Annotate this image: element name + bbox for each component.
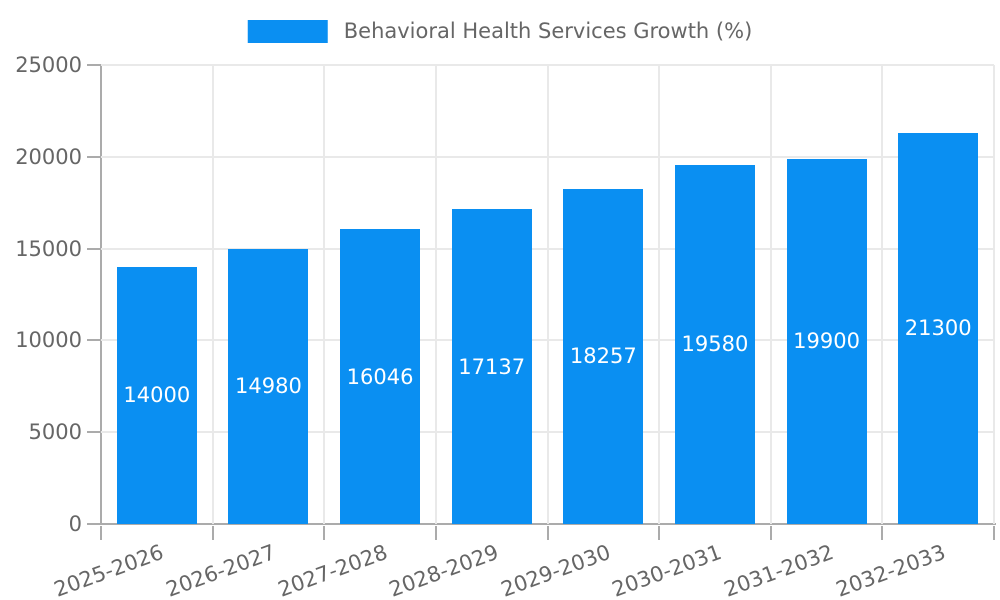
legend-swatch bbox=[247, 19, 328, 43]
y-axis-tick-label: 25000 bbox=[15, 53, 82, 77]
gridline-vertical bbox=[323, 65, 326, 524]
bar-value-label: 19580 bbox=[681, 332, 749, 357]
bar-value-label: 16046 bbox=[346, 364, 414, 389]
y-axis-tick-label: 5000 bbox=[28, 420, 82, 445]
bar[interactable]: 19900 bbox=[786, 158, 867, 524]
gridline-vertical bbox=[434, 65, 437, 524]
legend-label: Behavioral Health Services Growth (%) bbox=[343, 19, 753, 43]
bar[interactable]: 14980 bbox=[228, 248, 309, 524]
gridline-vertical bbox=[546, 65, 549, 524]
x-axis-tick bbox=[100, 526, 102, 540]
x-axis-tick bbox=[658, 526, 661, 540]
x-axis-category-label: 2025-2026 bbox=[51, 540, 168, 600]
bar-value-label: 14980 bbox=[235, 374, 302, 399]
bar-value-label: 21300 bbox=[904, 316, 972, 341]
x-axis-category-label: 2027-2028 bbox=[274, 540, 391, 600]
plot-area: 14000 14980 16046 17137 18257 19580 19900 21300 bbox=[87, 64, 995, 540]
y-axis-tick-label: 20000 bbox=[15, 144, 82, 169]
bar[interactable]: 16046 bbox=[340, 229, 421, 524]
gridline-vertical bbox=[993, 65, 995, 524]
gridline-vertical bbox=[769, 65, 772, 524]
legend-item[interactable]: Behavioral Health Services Growth (%) bbox=[247, 19, 753, 43]
bar-value-label: 18257 bbox=[569, 344, 637, 369]
y-axis-tick bbox=[87, 247, 101, 250]
x-axis-tick bbox=[323, 526, 326, 540]
x-axis-tick bbox=[434, 526, 437, 540]
bar-value-label: 14000 bbox=[123, 383, 191, 408]
x-axis-tick bbox=[993, 526, 995, 540]
x-axis-category-label: 2029-2030 bbox=[497, 540, 614, 600]
y-axis-tick bbox=[87, 339, 101, 342]
gridline-vertical bbox=[211, 65, 214, 524]
y-axis-tick bbox=[87, 431, 101, 434]
x-axis-tick bbox=[769, 526, 772, 540]
x-axis-category-label: 2028-2029 bbox=[386, 540, 502, 600]
bar-value-label: 19900 bbox=[793, 329, 860, 354]
y-axis-tick-label: 10000 bbox=[15, 328, 82, 353]
x-axis-category-label: 2026-2027 bbox=[162, 540, 279, 600]
x-axis-line bbox=[100, 523, 996, 525]
bar[interactable]: 14000 bbox=[116, 266, 197, 524]
gridline-vertical bbox=[658, 65, 661, 524]
y-axis-line bbox=[100, 65, 102, 524]
y-axis-tick bbox=[87, 523, 101, 525]
bar[interactable]: 18257 bbox=[563, 188, 644, 524]
gridline-vertical bbox=[881, 65, 884, 524]
x-axis-tick bbox=[546, 526, 549, 540]
y-axis-tick-label: 15000 bbox=[15, 236, 82, 261]
x-axis-category-label: 2030-2031 bbox=[609, 540, 726, 600]
bar[interactable]: 21300 bbox=[898, 132, 979, 524]
x-axis-tick bbox=[881, 526, 884, 540]
x-axis-category-label: 2032-2033 bbox=[832, 540, 949, 600]
y-axis-tick bbox=[87, 155, 101, 158]
x-axis-tick bbox=[211, 526, 214, 540]
x-axis-category-label: 2031-2032 bbox=[720, 540, 837, 600]
y-axis-tick-label: 0 bbox=[68, 512, 82, 536]
bar[interactable]: 17137 bbox=[451, 209, 532, 524]
bar-value-label: 17137 bbox=[458, 354, 526, 379]
y-axis-tick bbox=[87, 64, 101, 66]
bar[interactable]: 19580 bbox=[674, 164, 755, 524]
